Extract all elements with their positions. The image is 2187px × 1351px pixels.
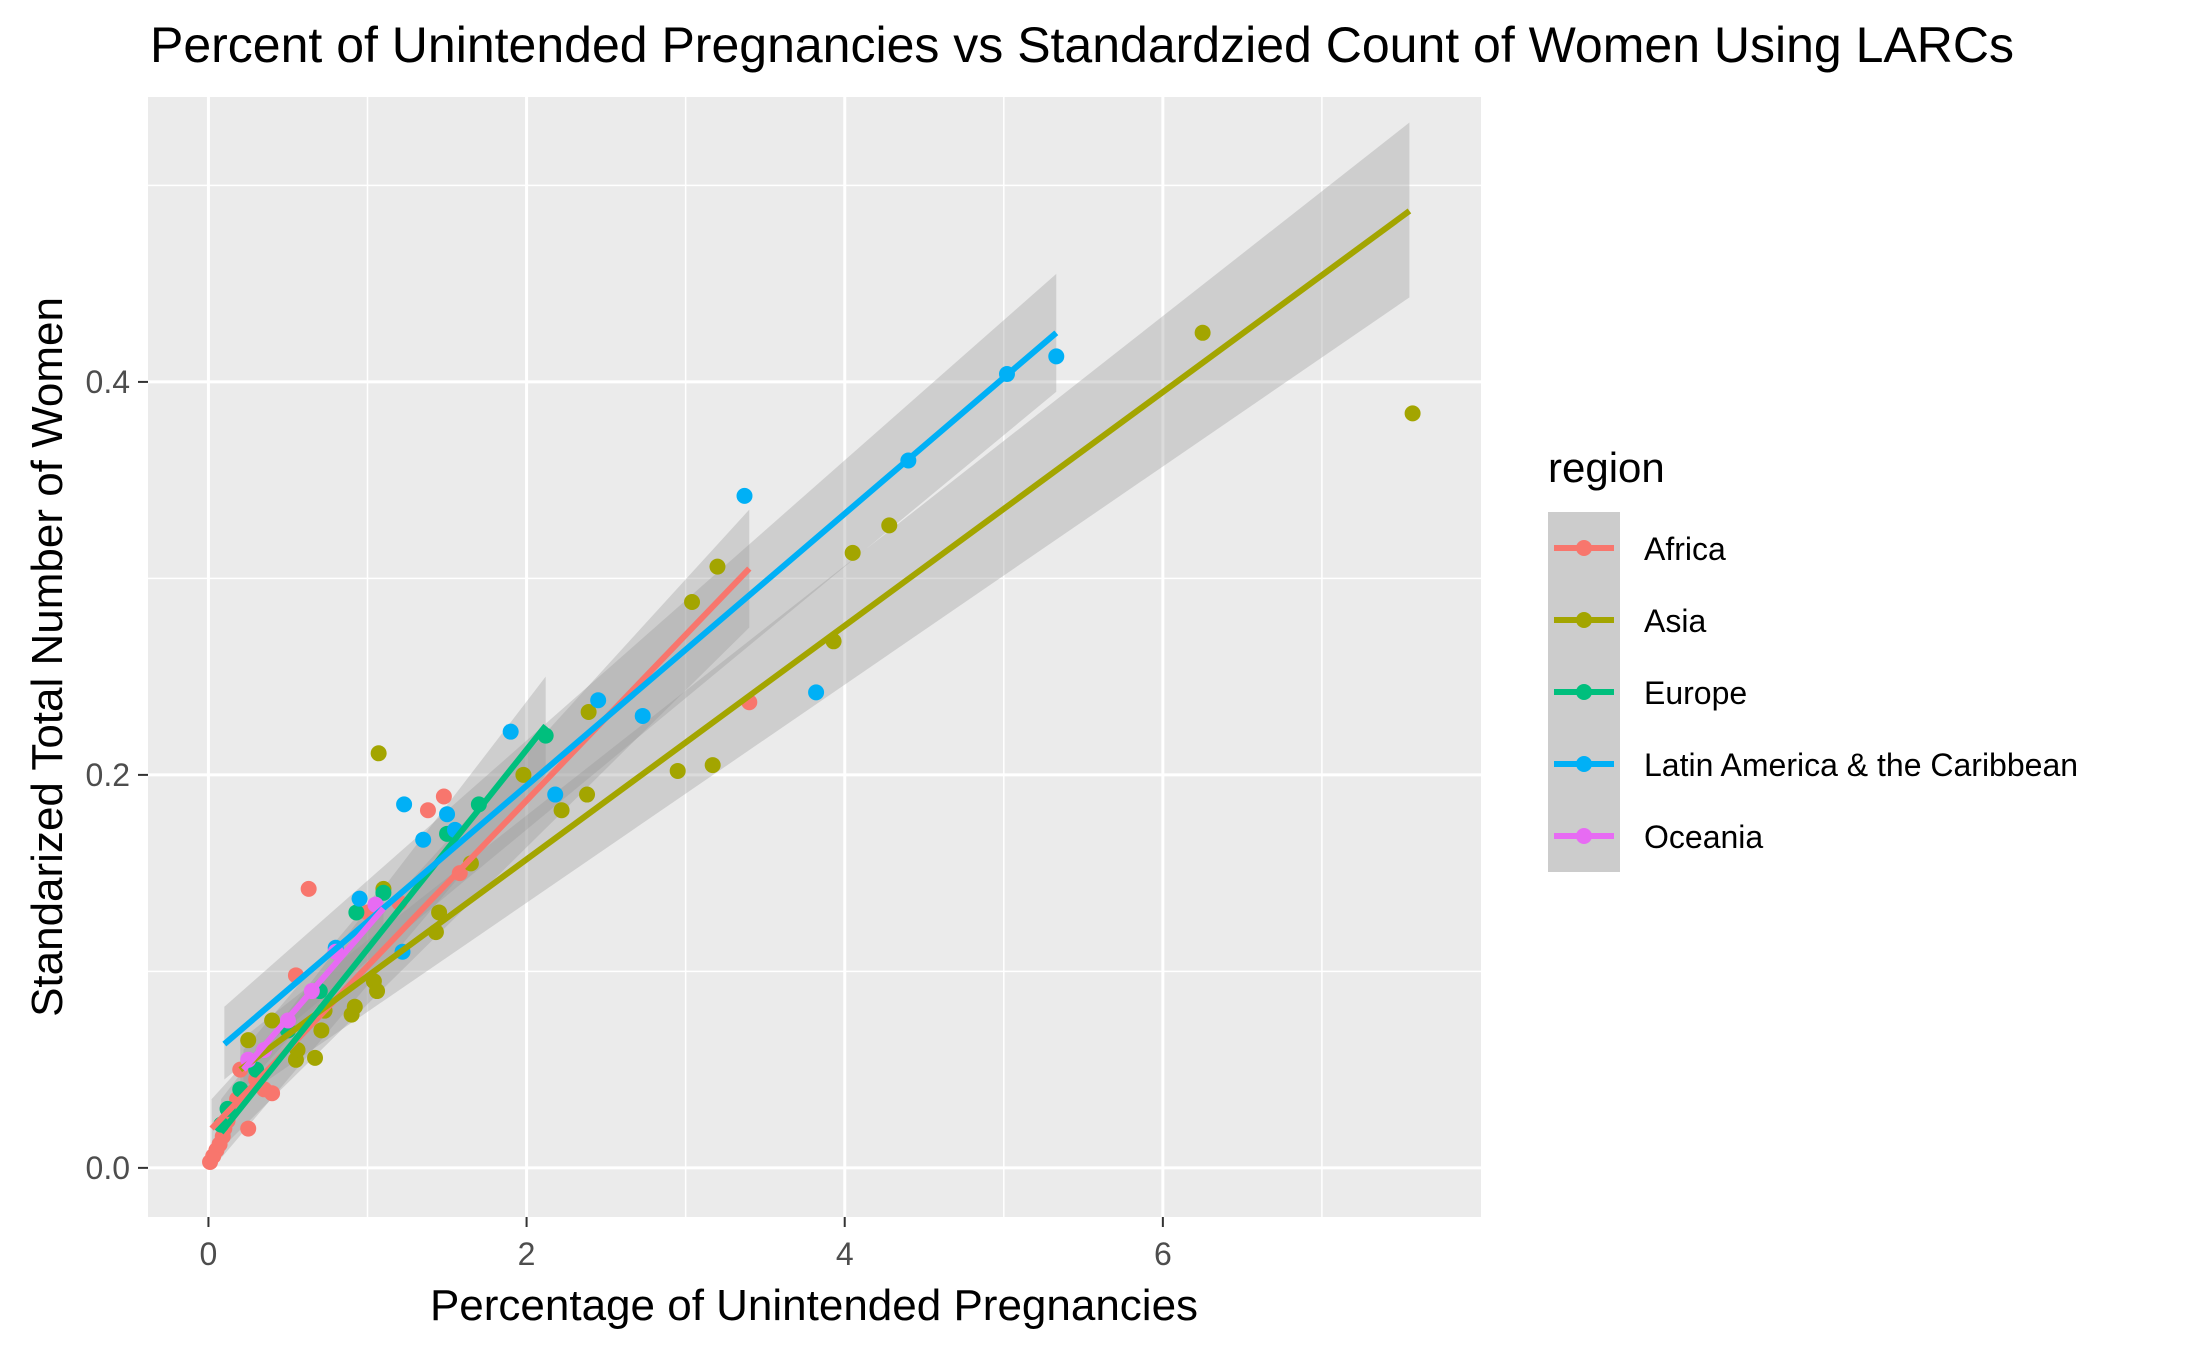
y-tick-label: 0.0 [86,1150,130,1186]
legend: region Africa Asia Europe Latin America & t… [1548,444,2078,872]
data-point [580,704,597,721]
data-point [300,880,317,897]
data-point [1194,324,1211,341]
legend-label: Oceania [1644,819,1763,855]
legend-label: Asia [1644,603,1706,639]
legend-label: Latin America & the Caribbean [1644,747,2078,783]
data-point [415,831,432,848]
legend-key-point [1576,684,1592,700]
data-point [704,757,721,774]
regression-line [238,208,1412,1073]
major-gridlines [148,97,1481,1217]
legend-key-point [1576,540,1592,556]
data-point [736,487,753,504]
data-point [419,802,436,819]
data-point [579,786,596,803]
data-point [351,890,368,907]
chart-title: Percent of Unintended Pregnancies vs Sta… [150,17,2014,73]
data-point [264,1085,281,1102]
data-point [684,593,701,610]
data-point [502,723,519,740]
regression-lines [209,208,1412,1135]
regression-line [241,906,386,1072]
data-point [240,1120,257,1137]
data-point [264,1012,281,1029]
data-point [240,1032,257,1049]
x-axis: 0 2 4 6 [200,1217,1172,1272]
data-point [515,766,532,783]
data-point [844,544,861,561]
y-tick-label: 0.4 [86,364,130,400]
data-point [808,684,825,701]
data-point [307,1049,324,1066]
data-point [590,692,607,709]
x-tick-label: 2 [518,1236,536,1272]
data-point [370,745,387,762]
x-axis-label: Percentage of Unintended Pregnancies [430,1281,1198,1330]
data-point [348,904,365,921]
confidence-band [211,509,750,1159]
data-point [435,788,452,805]
data-point [1048,348,1065,365]
data-point [313,1022,330,1039]
y-tick-label: 0.2 [86,757,130,793]
x-tick-label: 4 [836,1236,854,1272]
data-point [396,796,413,813]
legend-label: Africa [1644,531,1726,567]
data-point [431,904,448,921]
minor-gridlines [148,97,1481,1217]
y-axis: 0.0 0.2 0.4 [86,364,148,1186]
confidence-band [224,273,1057,1080]
data-point [709,558,726,575]
data-point [669,762,686,779]
legend-label: Europe [1644,675,1747,711]
legend-key-point [1576,756,1592,772]
data-point [1404,405,1421,422]
legend-title: region [1548,444,1665,491]
data-point [375,884,392,901]
x-tick-label: 6 [1154,1236,1172,1272]
data-point [369,983,386,1000]
y-axis-label: Standarized Total Number of Women [23,297,72,1017]
data-point [439,806,456,823]
legend-key-point [1576,828,1592,844]
data-point [553,802,570,819]
legend-key-point [1576,612,1592,628]
regression-line [218,723,549,1135]
data-point [547,786,564,803]
data-point [881,517,898,534]
regression-line [222,330,1059,1047]
data-point [346,998,363,1015]
plot-panel [148,97,1481,1217]
data-point [634,707,651,724]
x-tick-label: 0 [200,1236,218,1272]
